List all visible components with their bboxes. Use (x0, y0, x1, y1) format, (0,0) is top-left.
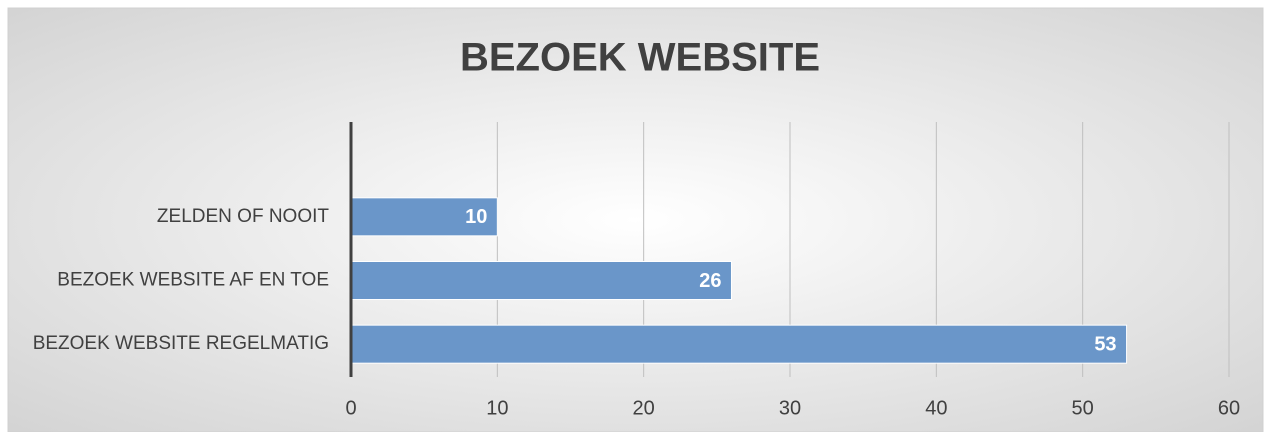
bar (350, 197, 498, 237)
data-label: 53 (1094, 333, 1116, 355)
bar (350, 261, 732, 300)
data-label: 26 (699, 270, 721, 292)
x-tick-label: 50 (1072, 397, 1094, 419)
x-tick-label: 20 (633, 397, 655, 419)
y-tick-label: ZELDEN OF NOOIT (157, 206, 329, 227)
x-tick-label: 40 (925, 397, 947, 419)
x-tick-label: 60 (1218, 397, 1240, 419)
x-tick-label: 30 (779, 397, 801, 419)
x-tick-label: 10 (486, 397, 508, 419)
y-tick-label: BEZOEK WEBSITE REGELMATIG (33, 333, 329, 354)
y-tick-label: BEZOEK WEBSITE AF EN TOE (57, 270, 329, 291)
bar (350, 324, 1128, 364)
chart-title: BEZOEK WEBSITE (460, 36, 820, 80)
data-label: 10 (465, 206, 487, 228)
x-tick-label: 0 (345, 397, 356, 419)
